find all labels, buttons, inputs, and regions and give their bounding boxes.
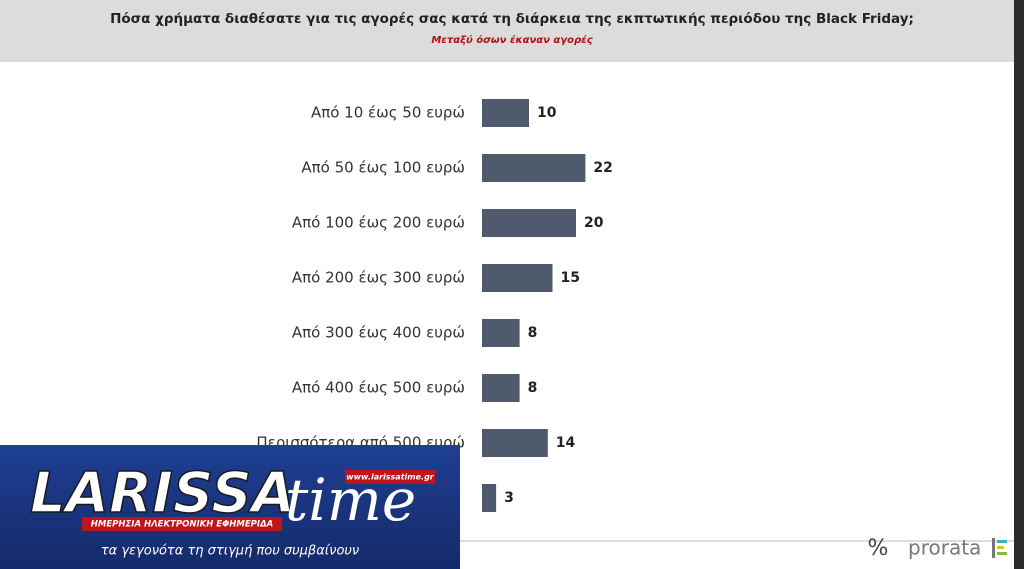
url-band (345, 470, 435, 484)
logo-url: www.larissatime.gr (346, 473, 435, 482)
value-label: 15 (561, 270, 580, 286)
bar (482, 154, 586, 182)
value-label: 10 (537, 105, 557, 121)
value-label: 20 (584, 215, 604, 231)
category-label: Από 10 έως 50 ευρώ (311, 104, 465, 122)
chart-subtitle: Μεταξύ όσων έκαναν αγορές (431, 34, 592, 46)
logo-slogan: τα γεγονότα τη στιγμή που συμβαίνουν (101, 544, 359, 559)
bar (482, 484, 497, 512)
bar (482, 264, 553, 292)
category-label: Από 400 έως 500 ευρώ (292, 379, 465, 397)
category-label: Από 300 έως 400 ευρώ (292, 324, 465, 342)
value-label: 8 (528, 325, 538, 341)
footer-icon (997, 540, 1007, 543)
bar (482, 319, 520, 347)
footer-symbol: % (868, 536, 889, 561)
value-label: 3 (504, 490, 514, 506)
footer-icon (997, 546, 1004, 549)
footer-brand: prorata (908, 536, 981, 560)
chart-title: Πόσα χρήματα διαθέσατε για τις αγορές σα… (110, 11, 914, 27)
footer-icon (992, 538, 995, 558)
logo-main: LARISSA (30, 461, 295, 526)
category-label: Από 50 έως 100 ευρώ (301, 159, 465, 177)
logo-background (0, 445, 460, 569)
value-label: 22 (593, 160, 612, 176)
logo-tagline: ΗΜΕΡΗΣΙΑ ΗΛΕΚΤΡΟΝΙΚΗ ΕΦΗΜΕΡΙΔΑ (91, 520, 273, 530)
bar (482, 429, 548, 457)
bar (482, 99, 529, 127)
header-band (0, 0, 1024, 62)
value-label: 8 (528, 380, 538, 396)
category-label: Από 100 έως 200 ευρώ (292, 214, 465, 232)
right-border (1014, 0, 1024, 569)
logo-overlay: LARISSA time www.larissatime.gr ΗΜΕΡΗΣΙΑ… (0, 445, 460, 569)
footer-icon (997, 552, 1007, 555)
category-label: Από 200 έως 300 ευρώ (292, 269, 465, 287)
bar (482, 209, 576, 237)
bar (482, 374, 520, 402)
tagline-band (82, 517, 282, 531)
value-label: 14 (556, 435, 576, 451)
